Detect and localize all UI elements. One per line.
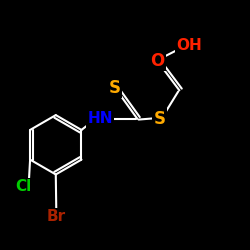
Text: HN: HN — [88, 111, 113, 126]
Text: OH: OH — [176, 38, 202, 54]
Text: Br: Br — [46, 209, 65, 224]
Text: Cl: Cl — [16, 179, 32, 194]
Text: O: O — [150, 52, 164, 70]
Text: S: S — [154, 110, 166, 128]
Text: S: S — [109, 79, 121, 97]
